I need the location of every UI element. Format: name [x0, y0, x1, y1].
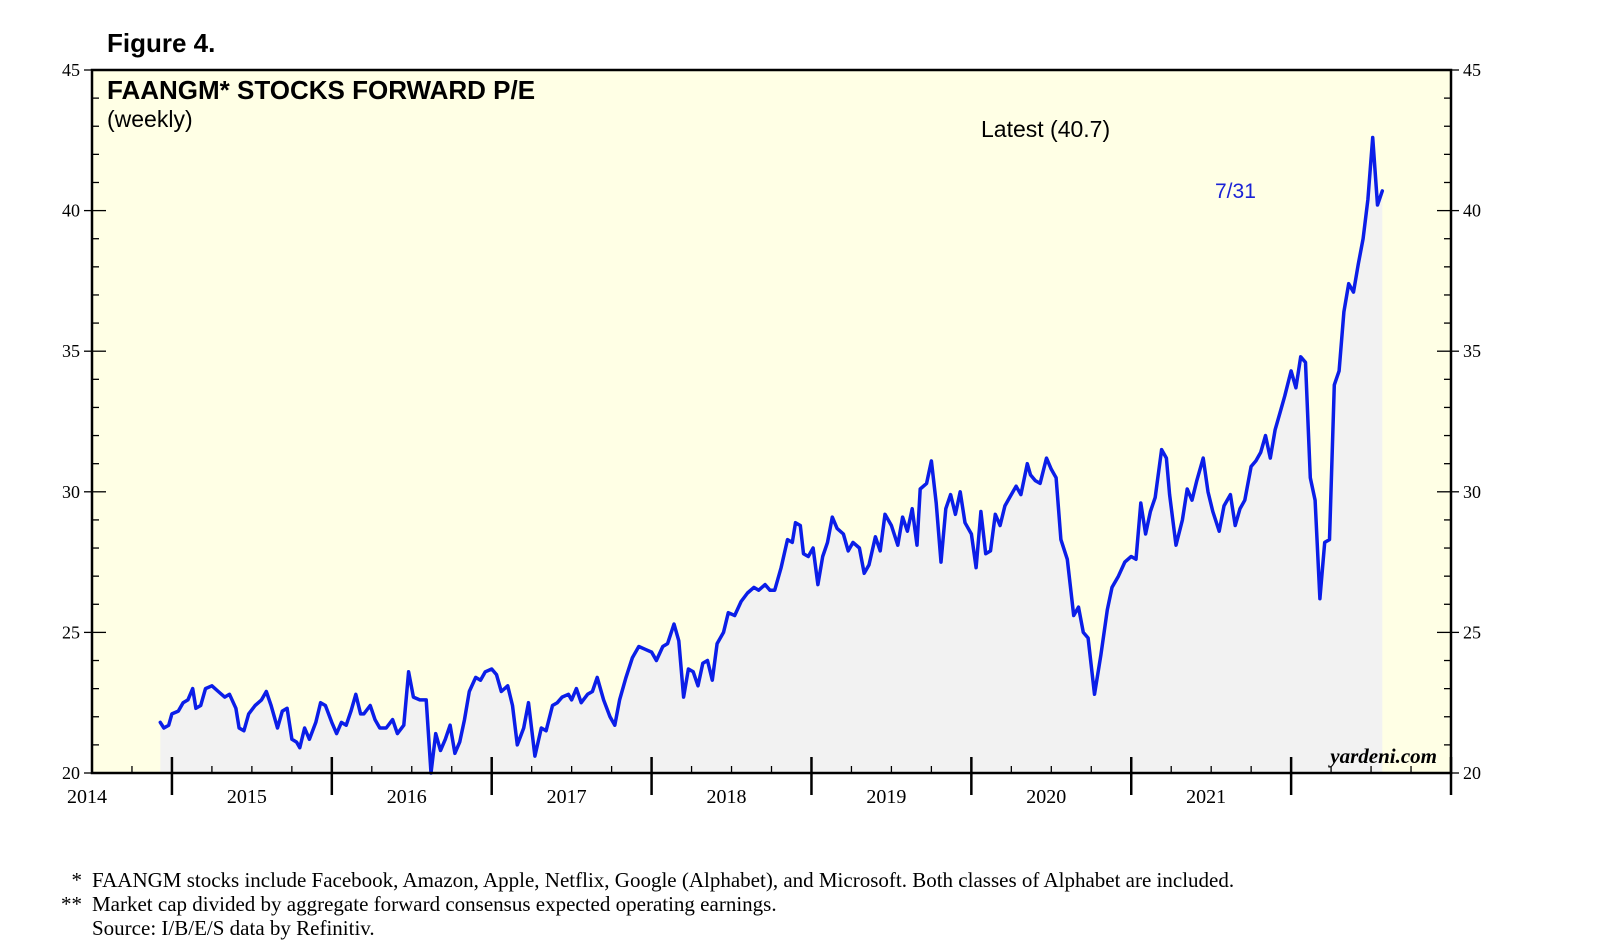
- source-text: Source: I/B/E/S data by Refinitiv.: [92, 916, 375, 940]
- y-tick-label: 40: [62, 201, 80, 221]
- series-line: [158, 135, 1385, 775]
- y-tick-label: 45: [62, 60, 80, 80]
- y-axis-left: 20 25 30 35 40 45: [62, 60, 92, 783]
- y-tick-label: 35: [1463, 341, 1481, 361]
- footnote-1: * FAANGM stocks include Facebook, Amazon…: [50, 868, 1235, 892]
- chart-subtitle: (weekly): [107, 106, 193, 132]
- x-tick-label: 2015: [227, 786, 267, 808]
- x-tick-label: 2021: [1186, 786, 1226, 808]
- y-axis-right: 20 25 30 35 40 45: [1451, 60, 1481, 783]
- y-tick-label: 20: [1463, 763, 1481, 783]
- x-tick-label: 2018: [706, 786, 746, 808]
- end-date-label: 7/31: [1215, 180, 1256, 203]
- footnotes: * FAANGM stocks include Facebook, Amazon…: [50, 868, 1234, 940]
- chart-title: FAANGM* STOCKS FORWARD P/E: [107, 75, 535, 105]
- y-tick-label: 30: [62, 482, 80, 502]
- footnote-mark: *: [71, 868, 83, 892]
- x-tick-label: 2016: [387, 786, 427, 808]
- y-tick-label: 25: [62, 622, 80, 642]
- figure-label: Figure 4.: [107, 28, 215, 58]
- x-axis: 2014 2015 2016 2017 2018 2019 2020 2021: [67, 757, 1453, 808]
- x-tick-label: 2020: [1026, 786, 1066, 808]
- y-tick-label: 30: [1463, 482, 1481, 502]
- y-tick-label: 25: [1463, 622, 1481, 642]
- x-tick-label: 2019: [866, 786, 906, 808]
- footnote-text: Market cap divided by aggregate forward …: [92, 892, 777, 916]
- footnote-text: FAANGM stocks include Facebook, Amazon, …: [92, 868, 1235, 892]
- footnote-2: ** Market cap divided by aggregate forwa…: [50, 892, 1234, 916]
- latest-label: Latest (40.7): [981, 116, 1110, 142]
- y-tick-label: 20: [62, 763, 80, 783]
- series-area: [160, 137, 1383, 773]
- footnote-mark: **: [61, 892, 82, 916]
- y-tick-label: 45: [1463, 60, 1481, 80]
- x-tick-label: 2014: [67, 786, 107, 808]
- y-tick-label: 35: [62, 341, 80, 361]
- x-tick-label: 2017: [547, 786, 587, 808]
- source-credit: yardeni.com: [1327, 744, 1437, 768]
- y-tick-label: 40: [1463, 201, 1481, 221]
- footnote-mark: [50, 916, 92, 940]
- footnote-3: Source: I/B/E/S data by Refinitiv.: [50, 916, 1234, 940]
